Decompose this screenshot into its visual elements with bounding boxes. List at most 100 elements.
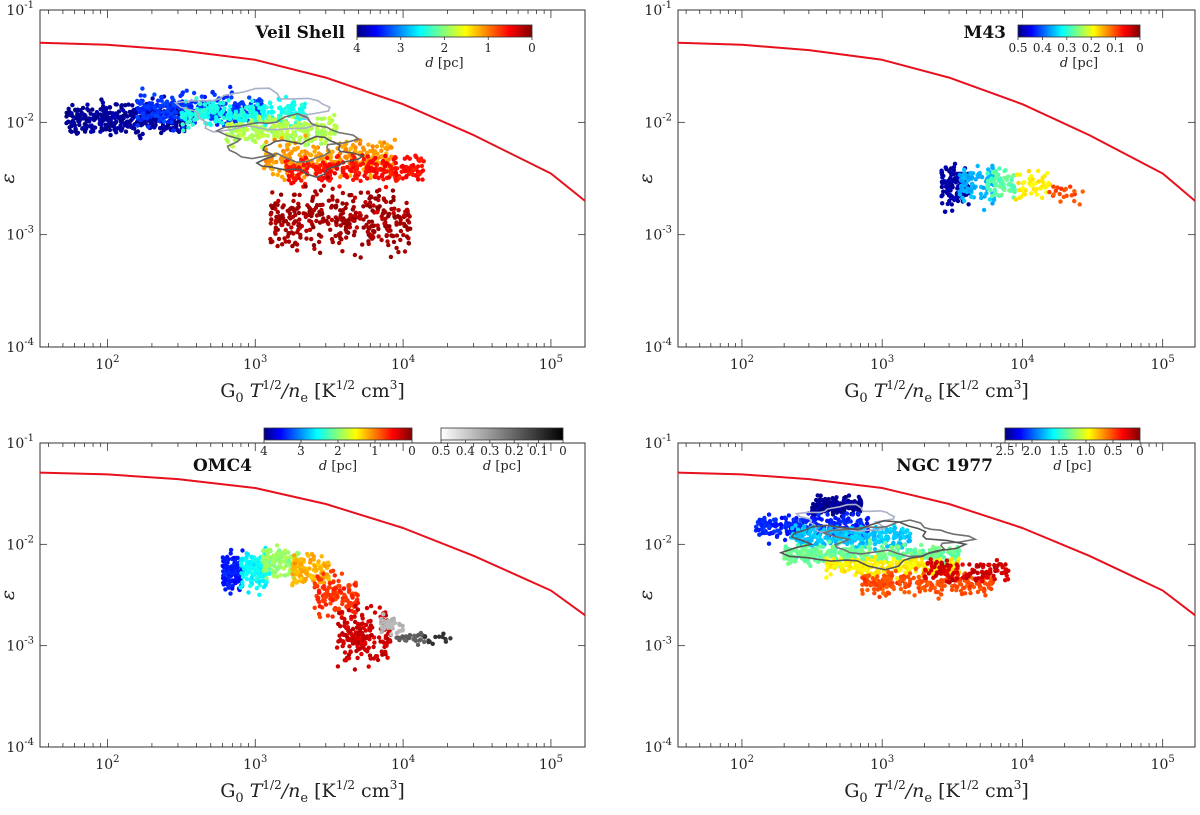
data-point <box>961 188 967 194</box>
data-point <box>229 95 234 100</box>
data-point <box>945 573 951 578</box>
colorbar-tick-label: 3 <box>297 444 305 458</box>
data-point <box>991 197 997 203</box>
data-point <box>279 242 285 247</box>
data-point <box>939 565 944 570</box>
colorbar: 4 3 2 1 0d [pc] <box>260 427 416 474</box>
data-point <box>70 102 75 108</box>
data-point <box>318 141 324 146</box>
data-point <box>393 177 398 182</box>
data-point <box>407 166 412 171</box>
data-point <box>352 582 357 587</box>
data-point <box>376 234 381 239</box>
data-point <box>234 104 240 109</box>
data-point <box>955 198 961 204</box>
data-point <box>265 551 270 557</box>
data-point <box>374 144 380 149</box>
data-point <box>225 122 231 127</box>
data-point <box>992 577 997 582</box>
data-point <box>367 200 373 205</box>
data-point <box>958 582 964 587</box>
data-point <box>364 214 369 219</box>
data-point <box>392 137 397 142</box>
data-point <box>889 573 895 578</box>
data-point <box>905 548 910 553</box>
data-point <box>1046 180 1051 186</box>
data-point <box>330 186 335 191</box>
data-point <box>168 116 173 121</box>
data-point <box>314 126 320 131</box>
data-point <box>321 166 327 171</box>
data-point <box>309 138 315 144</box>
model-curve <box>39 471 586 617</box>
data-point <box>950 208 955 213</box>
data-point <box>271 574 276 579</box>
data-point <box>256 135 261 141</box>
data-point <box>1010 174 1015 179</box>
data-point <box>328 569 334 574</box>
data-point <box>226 585 231 590</box>
data-point <box>276 552 281 558</box>
data-point <box>292 561 297 566</box>
data-point <box>926 571 931 576</box>
data-point <box>911 575 916 581</box>
data-point <box>851 499 857 504</box>
data-point <box>950 183 955 188</box>
data-point <box>248 134 253 139</box>
data-point <box>868 541 873 546</box>
data-point <box>239 556 244 562</box>
data-point <box>898 536 903 541</box>
data-point <box>366 219 372 224</box>
data-point <box>308 206 313 212</box>
data-point <box>860 541 866 546</box>
data-point <box>1022 180 1027 185</box>
data-point <box>1038 186 1044 191</box>
data-point <box>984 191 989 196</box>
data-point <box>965 178 971 183</box>
data-point <box>303 155 308 160</box>
data-point <box>335 198 340 203</box>
data-point <box>355 600 361 606</box>
data-point <box>1057 191 1062 197</box>
x-tick-label: 104 <box>1010 754 1034 773</box>
data-point <box>848 519 853 524</box>
data-point <box>801 519 806 525</box>
data-point <box>350 143 356 148</box>
data-point <box>939 592 944 597</box>
data-point <box>369 632 374 638</box>
data-point <box>363 169 368 175</box>
data-point <box>818 539 823 544</box>
data-point <box>281 123 286 128</box>
data-point <box>267 158 273 164</box>
data-point <box>292 163 297 168</box>
data-point <box>114 102 120 107</box>
data-point <box>286 173 291 179</box>
data-point <box>359 651 364 657</box>
data-point <box>241 110 246 115</box>
scatter-points <box>220 543 453 672</box>
data-point <box>233 115 238 120</box>
y-tick-label: 10-3 <box>6 225 34 244</box>
data-point <box>814 545 819 551</box>
data-point <box>360 616 365 621</box>
data-point <box>146 124 151 129</box>
data-point <box>779 525 784 530</box>
data-point <box>352 229 357 234</box>
data-point <box>348 212 353 218</box>
data-point <box>900 526 905 532</box>
data-point <box>952 171 957 177</box>
data-point <box>238 100 244 106</box>
data-point <box>214 107 220 113</box>
data-point <box>402 249 408 254</box>
data-point <box>913 566 918 571</box>
data-point <box>975 163 980 169</box>
data-point <box>317 212 322 217</box>
data-point <box>844 531 850 536</box>
data-point <box>399 169 404 174</box>
data-point <box>227 113 232 118</box>
y-tick-label: 10-1 <box>6 0 34 19</box>
y-axis-label: ε <box>0 173 19 183</box>
data-point <box>939 184 945 190</box>
data-point <box>222 106 227 111</box>
data-point <box>845 541 850 547</box>
